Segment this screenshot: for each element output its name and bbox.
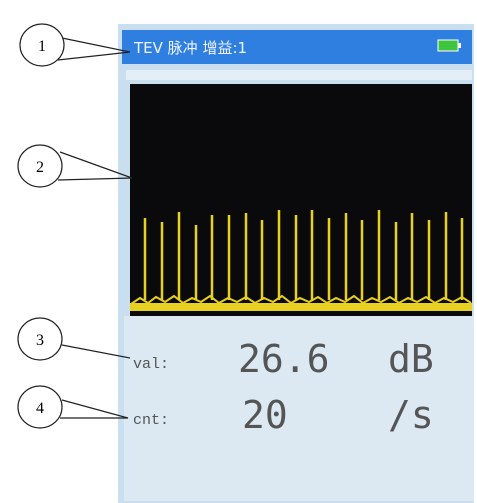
reading-unit: /s bbox=[388, 393, 434, 437]
reading-label: val: bbox=[133, 356, 169, 373]
callout-number: 2 bbox=[36, 159, 44, 176]
reading-value: 26.6 bbox=[238, 337, 330, 381]
callout-circles bbox=[18, 24, 64, 428]
header-mode: TEV 脉冲 增益:1 bbox=[133, 39, 247, 57]
waveform-panel bbox=[130, 84, 472, 316]
callout-number: 1 bbox=[38, 38, 46, 55]
reading-unit: dB bbox=[388, 337, 434, 381]
reading-label: cnt: bbox=[133, 412, 169, 429]
battery-icon bbox=[438, 40, 461, 51]
divider bbox=[126, 70, 472, 80]
callout-number: 3 bbox=[36, 332, 44, 349]
screenshot: TEV 脉冲 增益:1 val: 26.6 dB cnt: 20 /s 1 2 bbox=[0, 0, 477, 503]
callout-number: 4 bbox=[36, 400, 44, 417]
reading-value: 20 bbox=[242, 393, 288, 437]
